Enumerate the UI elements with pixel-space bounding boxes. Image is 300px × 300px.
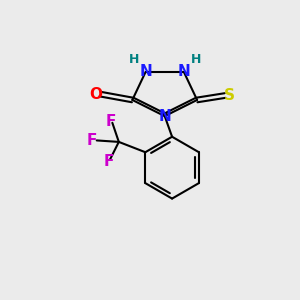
Text: N: N: [139, 64, 152, 80]
Text: F: F: [87, 133, 98, 148]
Text: N: N: [158, 109, 171, 124]
Text: O: O: [89, 87, 102, 102]
Text: N: N: [178, 64, 190, 80]
Text: F: F: [106, 114, 116, 129]
Text: H: H: [190, 53, 201, 66]
Text: F: F: [103, 154, 114, 169]
Text: H: H: [129, 53, 139, 66]
Text: S: S: [224, 88, 235, 103]
